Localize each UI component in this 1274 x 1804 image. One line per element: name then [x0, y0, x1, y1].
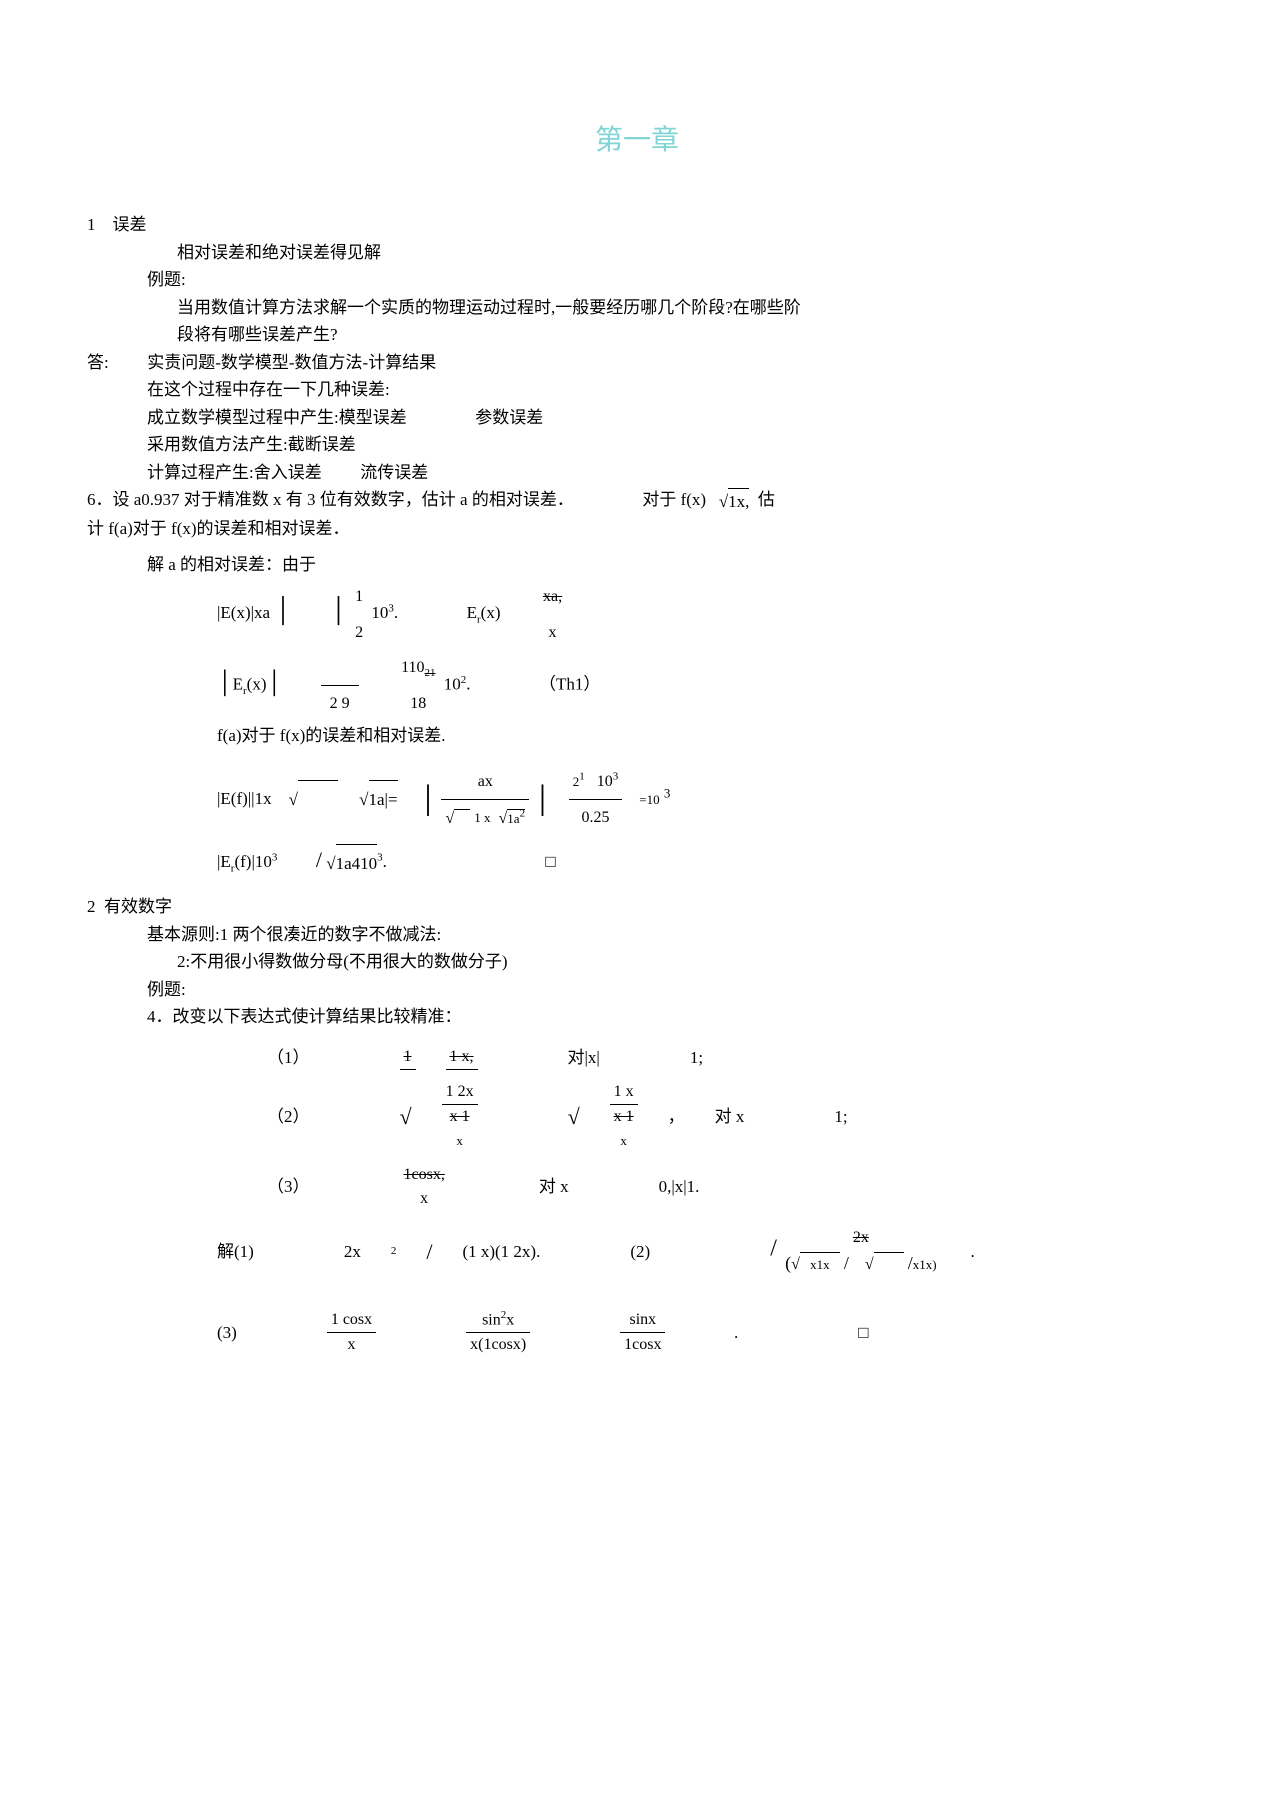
body-text: 2:不用很小得数做分母(不用很大的数做分子) [87, 949, 1187, 975]
math-expression: │Er(x)│ 2 9 11021 18 102. （Th1） [87, 650, 1187, 721]
section-number: 2 [87, 897, 96, 916]
sqrt-expr: √1x, [719, 488, 750, 515]
section-title: 有效数字 [104, 897, 172, 916]
math-expression: |E(f)||1x √ √1a|= │ ax √ 1 x √1a2 │ 21 1… [87, 764, 1187, 836]
body-text: 计算过程产生:舍入误差 流传误差 [87, 460, 1187, 486]
body-text: 例题: [87, 267, 1187, 293]
body-text: 相对误差和绝对误差得见解 [87, 240, 1187, 266]
section-1-header: 1 误差 [87, 212, 1187, 238]
body-text: 段将有哪些误差产生? [87, 322, 1187, 348]
end-box-icon: □ [545, 852, 555, 871]
solution-3: (3) 1 cosx x sin2x x(1cosx) sinx 1cosx .… [87, 1307, 1187, 1357]
math-expression: |Er(f)|103 / √1a4103. □ [87, 836, 1187, 884]
solution-label: 解 a 的相对误差：由于 [87, 552, 1187, 578]
expression-1: （1） 1 1 x, 对|x| 1; [87, 1045, 1187, 1071]
problem-4: 4．改变以下表达式使计算结果比较精准： [87, 1004, 1187, 1030]
document-page: 第一章 1 误差 相对误差和绝对误差得见解 例题: 当用数值计算方法求解一个实质… [7, 0, 1267, 1427]
body-text: 计 f(a)对于 f(x)的误差和相对误差． [87, 516, 1187, 542]
section-number: 1 [87, 215, 96, 234]
chapter-title: 第一章 [87, 120, 1187, 162]
section-2-header: 2 有效数字 [87, 894, 1187, 920]
expression-3: （3） 1cosx, x 对 x 0,|x|1. [87, 1163, 1187, 1211]
body-text: f(a)对于 f(x)的误差和相对误差. [87, 723, 1187, 749]
body-text: 基本源则:1 两个很凑近的数字不做减法: [87, 922, 1187, 948]
body-text: 例题: [87, 977, 1187, 1003]
math-expression: |E(x)|xa │ │ 1 2 103. Er(x) xa, x [87, 579, 1187, 649]
body-text: 采用数值方法产生:截断误差 [87, 432, 1187, 458]
body-text: 当用数值计算方法求解一个实质的物理运动过程时,一般要经历哪几个阶段?在哪些阶 [87, 295, 1187, 321]
section-title: 误差 [113, 215, 147, 234]
solution-1: 解(1) 2x2 / (1 x)(1 2x). (2) / 2x (√x1x /… [87, 1226, 1187, 1277]
problem-6: 6．设 a0.937 对于精准数 x 有 3 位有效数字，估计 a 的相对误差．… [87, 487, 1187, 514]
body-text: 成立数学模型过程中产生:模型误差 参数误差 [87, 405, 1187, 431]
answer-row: 答: 实责问题-数学模型-数值方法-计算结果 [87, 350, 1187, 376]
body-text: 实责问题-数学模型-数值方法-计算结果 [147, 353, 436, 372]
answer-label: 答: [87, 353, 109, 372]
expression-2: （2） √ 1 2x x 1 x √ 1 x x 1 x ， [87, 1080, 1187, 1153]
body-text: 在这个过程中存在一下几种误差: [87, 377, 1187, 403]
end-box-icon: □ [858, 1320, 868, 1346]
